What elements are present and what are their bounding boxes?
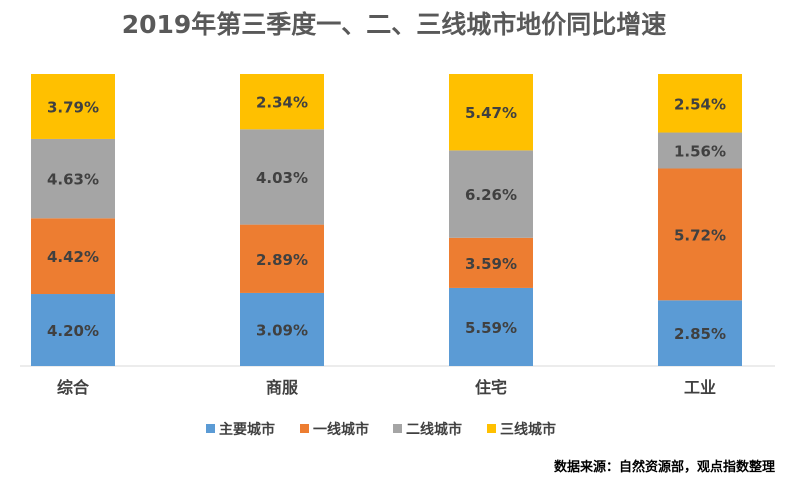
data-label: 5.59% (465, 319, 517, 337)
data-label: 3.59% (465, 255, 517, 273)
category-label: 综合 (57, 378, 90, 397)
data-label: 4.63% (47, 171, 99, 189)
bar-segment (658, 168, 742, 301)
category-labels-layer: 综合 商服 住宅 工业 (57, 378, 716, 397)
bar-segment (31, 294, 115, 366)
bar-segment (658, 74, 742, 133)
source-note: 数据来源：自然资源部，观点指数整理 (554, 459, 775, 475)
data-label: 4.42% (47, 248, 99, 266)
legend-label: 一线城市 (313, 421, 369, 438)
legend-swatch (393, 424, 402, 433)
category-label: 商服 (266, 378, 299, 397)
category-label: 住宅 (475, 378, 507, 397)
bar-segment (658, 300, 742, 366)
legend: 主要城市 一线城市 二线城市 三线城市 (206, 421, 556, 438)
data-label: 4.03% (256, 169, 308, 187)
data-label: 5.47% (465, 104, 517, 122)
bar-segment (449, 237, 533, 288)
bar-segment (658, 132, 742, 169)
bar-segment (31, 74, 115, 139)
chart-title: 2019年第三季度一、二、三线城市地价同比增速 (122, 10, 667, 39)
data-label: 3.79% (47, 98, 99, 116)
legend-item: 二线城市 (393, 421, 462, 438)
legend-item: 三线城市 (487, 421, 556, 438)
data-label: 2.54% (674, 95, 726, 113)
value-labels-layer: 4.20% 4.42% 4.63% 3.79% 3.09% 2.89% 4.03% 2.34%… (47, 94, 726, 343)
data-label: 1.56% (674, 143, 726, 161)
data-label: 2.34% (256, 94, 308, 112)
bar-segment (449, 150, 533, 238)
legend-swatch (487, 424, 496, 433)
data-label: 3.09% (256, 321, 308, 339)
bar-segment (240, 74, 324, 130)
legend-item: 一线城市 (300, 421, 369, 438)
legend-item: 主要城市 (206, 421, 275, 438)
legend-swatch (206, 424, 215, 433)
bar-segment (240, 292, 324, 366)
data-label: 6.26% (465, 186, 517, 204)
bar-segment (240, 129, 324, 225)
bars-layer (31, 74, 742, 366)
bar-segment (240, 224, 324, 293)
data-label: 2.85% (674, 325, 726, 343)
legend-label: 主要城市 (219, 421, 275, 438)
legend-label: 二线城市 (406, 421, 462, 438)
category-label: 工业 (684, 378, 716, 397)
legend-label: 三线城市 (500, 421, 556, 438)
bar-segment (31, 138, 115, 219)
bar-segment (449, 74, 533, 151)
legend-swatch (300, 424, 309, 433)
data-label: 5.72% (674, 226, 726, 244)
data-label: 2.89% (256, 251, 308, 269)
data-label: 4.20% (47, 322, 99, 340)
bar-segment (449, 287, 533, 366)
bar-segment (31, 218, 115, 295)
